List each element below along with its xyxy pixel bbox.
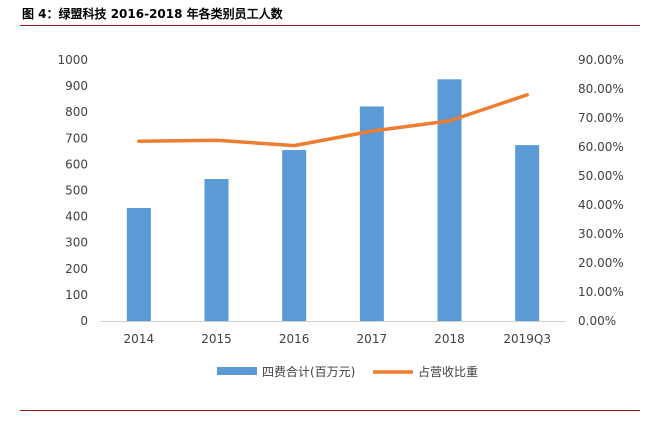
bar [126, 207, 151, 321]
y-left-tick-label: 700 [65, 131, 88, 145]
y-left-tick-label: 100 [65, 288, 88, 302]
y-right-tick-label: 0.00% [578, 314, 616, 328]
bar [437, 79, 462, 322]
legend-label-bar: 四费合计(百万元) [262, 364, 355, 379]
y-left-tick-label: 500 [65, 184, 88, 198]
bar [282, 150, 307, 321]
bar [515, 145, 540, 321]
y-right-tick-label: 20.00% [578, 256, 624, 270]
y-right-tick-label: 70.00% [578, 111, 624, 125]
bar [359, 106, 384, 321]
bottom-rule [20, 410, 640, 411]
x-tick-label: 2015 [201, 332, 232, 346]
x-tick-label: 2019Q3 [503, 332, 551, 346]
y-right-tick-label: 60.00% [578, 140, 624, 154]
x-tick-label: 2014 [124, 332, 155, 346]
y-left-tick-label: 300 [65, 236, 88, 250]
legend-label-line: 占营收比重 [418, 364, 478, 379]
x-tick-label: 2017 [357, 332, 388, 346]
y-left-tick-label: 600 [65, 157, 88, 171]
y-left-tick-label: 400 [65, 210, 88, 224]
x-tick-label: 2018 [434, 332, 465, 346]
y-left-tick-label: 1000 [57, 53, 88, 67]
figure-title: 图 4：绿盟科技 2016-2018 年各类别员工人数 [22, 7, 283, 21]
y-left-tick-label: 900 [65, 79, 88, 93]
bar [204, 179, 229, 321]
y-left-tick-label: 200 [65, 262, 88, 276]
line-series [137, 93, 529, 148]
top-rule [20, 25, 640, 26]
x-tick-label: 2016 [279, 332, 310, 346]
legend-swatch-bar [217, 367, 257, 375]
y-left-tick-label: 800 [65, 105, 88, 119]
y-left-tick-label: 0 [80, 314, 88, 328]
y-right-tick-label: 40.00% [578, 198, 624, 212]
y-right-tick-label: 50.00% [578, 169, 624, 183]
y-right-tick-label: 30.00% [578, 227, 624, 241]
y-right-tick-label: 90.00% [578, 53, 624, 67]
y-right-tick-label: 10.00% [578, 285, 624, 299]
y-right-tick-label: 80.00% [578, 82, 624, 96]
